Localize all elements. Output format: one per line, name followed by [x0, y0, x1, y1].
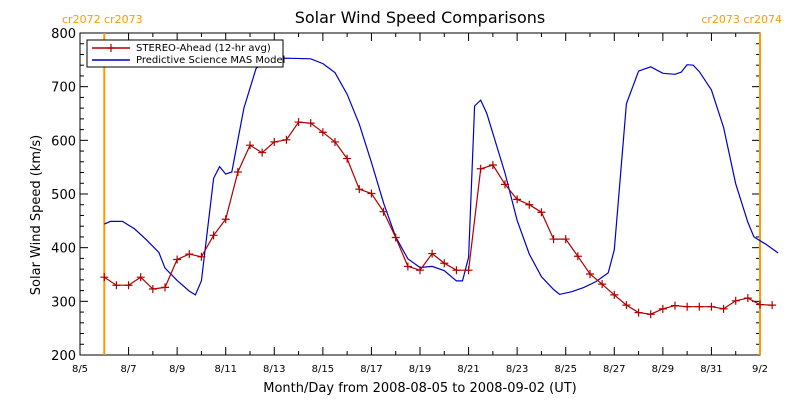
series-point [343, 154, 352, 163]
legend-label: STEREO-Ahead (12-hr avg) [136, 43, 271, 54]
series-line [104, 57, 779, 296]
series-point [294, 118, 303, 127]
series-point [282, 135, 291, 144]
x-tick-label: 9/2 [752, 364, 768, 375]
y-tick-label: 800 [51, 27, 76, 42]
x-tick-label: 8/27 [603, 364, 625, 375]
series-point [258, 148, 267, 157]
series-point [658, 304, 667, 313]
series-point [537, 208, 546, 217]
x-tick-label: 8/29 [652, 364, 674, 375]
legend: STEREO-Ahead (12-hr avg)Predictive Scien… [86, 39, 285, 68]
series-point [306, 119, 315, 128]
x-tick-label: 8/19 [409, 364, 431, 375]
series-line [103, 121, 773, 315]
series-point [148, 284, 157, 293]
x-tick-label: 8/9 [169, 364, 185, 375]
series-point [246, 141, 254, 150]
series-point [440, 259, 449, 268]
x-tick-label: 8/15 [312, 364, 334, 375]
series-point [549, 235, 558, 244]
series-point [671, 301, 679, 310]
series-point [100, 273, 109, 282]
series-point [197, 252, 206, 261]
series-point [428, 249, 437, 258]
x-tick-label: 8/5 [72, 364, 88, 375]
y-tick-label: 600 [51, 134, 76, 149]
plot-frame [79, 32, 761, 356]
y-tick-label: 300 [51, 295, 76, 310]
x-tick-label: 8/23 [506, 364, 528, 375]
x-tick-label: 8/13 [263, 364, 285, 375]
series-point [416, 266, 424, 275]
series-point [221, 215, 230, 224]
series-point [124, 281, 133, 290]
legend-label: Predictive Science MAS Model [136, 55, 285, 66]
series-point [501, 180, 509, 189]
series-point [331, 137, 339, 146]
x-tick-label: 8/7 [121, 364, 137, 375]
series-point [634, 308, 643, 317]
x-tick-label: 8/25 [554, 364, 576, 375]
series-point [367, 189, 376, 198]
series-point [185, 250, 194, 259]
series-point [476, 164, 485, 173]
series-point [161, 283, 169, 292]
x-tick-label: 8/17 [360, 364, 382, 375]
series-point [573, 252, 582, 261]
series-point [209, 231, 218, 240]
series-point [488, 161, 497, 170]
series-point [513, 195, 522, 204]
x-tick-label: 8/31 [700, 364, 722, 375]
legend-marker [107, 44, 115, 52]
plot-area: 200 300 400 500 600 700 800 8/5 8/7 8/9 8/11 8/13 8/… [51, 13, 782, 375]
y-tick-label: 500 [51, 188, 76, 203]
series-point [707, 302, 716, 311]
series-point [561, 235, 570, 244]
series-point [756, 300, 764, 309]
series-point [622, 301, 631, 310]
series-point [112, 281, 121, 290]
series-point [586, 269, 594, 278]
y-tick-label: 200 [51, 349, 76, 364]
series-point [136, 273, 145, 282]
chart-title: Solar Wind Speed Comparisons [295, 8, 546, 27]
series-point [719, 304, 728, 313]
series-point [270, 137, 279, 146]
series-point [233, 167, 242, 176]
x-axis-label: Month/Day from 2008-08-05 to 2008-09-02 … [263, 381, 576, 396]
series-point [695, 302, 704, 311]
series-point [743, 294, 752, 303]
legend-box [86, 39, 284, 68]
x-tick-label: 8/21 [457, 364, 479, 375]
series-point [403, 262, 412, 271]
series-point [173, 255, 182, 264]
y-tick-label: 700 [51, 81, 76, 96]
series-point [768, 301, 777, 310]
y-tick-label: 400 [51, 242, 76, 257]
series-point [646, 310, 655, 319]
series-point [525, 200, 534, 209]
carrington-label: cr2073 cr2074 [701, 13, 782, 26]
series-point [391, 233, 400, 242]
x-tick-label: 8/11 [214, 364, 236, 375]
series-point [598, 280, 607, 289]
series-point [379, 207, 388, 216]
carrington-label: cr2072 cr2073 [62, 13, 143, 26]
y-axis-label: Solar Wind Speed (km/s) [29, 135, 44, 295]
series-point [683, 302, 692, 311]
series-point [452, 266, 461, 275]
series-point [731, 296, 740, 305]
series-point [355, 185, 364, 194]
series-point [610, 290, 619, 299]
series-point [464, 266, 473, 275]
series-point [318, 128, 327, 137]
